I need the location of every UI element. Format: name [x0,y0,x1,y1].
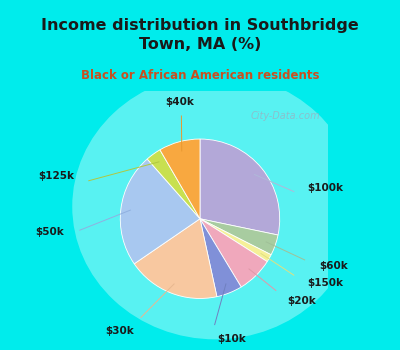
Text: $125k: $125k [38,171,74,181]
Wedge shape [160,139,200,219]
Wedge shape [200,219,278,255]
Text: $10k: $10k [217,334,246,344]
Text: $20k: $20k [287,295,316,306]
Text: $30k: $30k [105,326,134,336]
Wedge shape [200,219,271,261]
Wedge shape [134,219,217,299]
Text: $150k: $150k [307,278,343,288]
Ellipse shape [72,74,358,340]
Wedge shape [200,219,267,287]
Wedge shape [200,139,280,235]
Text: $40k: $40k [165,97,194,107]
Wedge shape [147,150,200,219]
Text: Black or African American residents: Black or African American residents [81,69,319,82]
Text: $50k: $50k [35,227,64,237]
Wedge shape [200,219,241,297]
Wedge shape [120,159,200,264]
Text: City-Data.com: City-Data.com [250,111,320,121]
Text: Income distribution in Southbridge
Town, MA (%): Income distribution in Southbridge Town,… [41,18,359,52]
Text: $60k: $60k [320,261,348,271]
Text: $100k: $100k [307,183,343,193]
